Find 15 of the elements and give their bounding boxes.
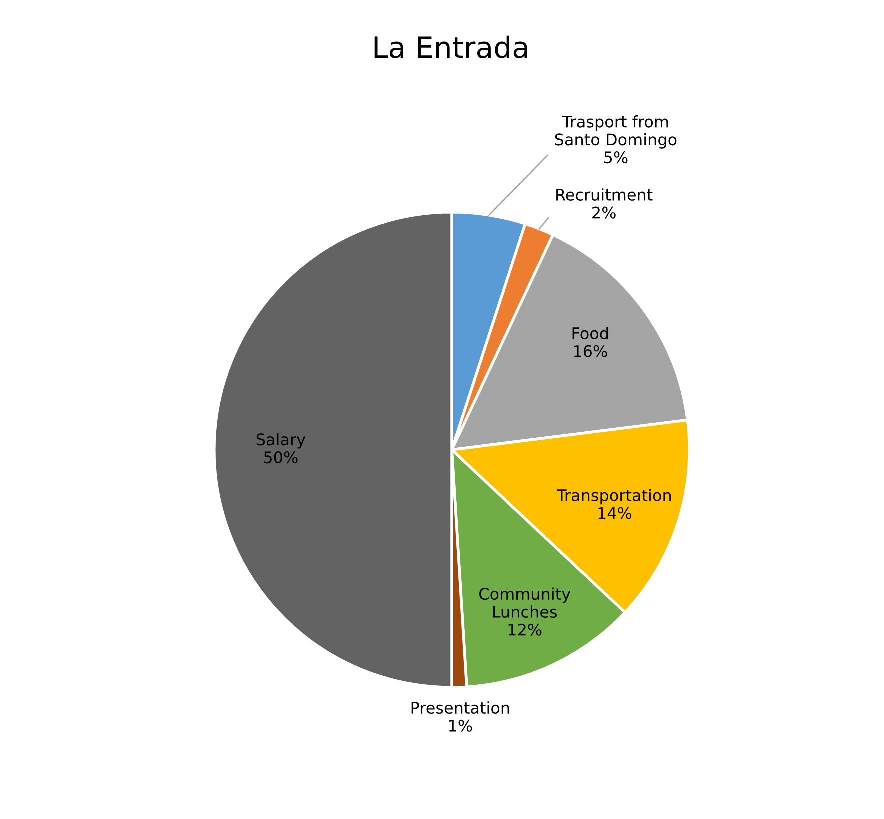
slice-label: Transportation: [556, 489, 672, 505]
data-label: 14%: [598, 507, 632, 520]
data-label: 16%: [574, 345, 608, 358]
data-label: 12%: [508, 624, 542, 636]
data-label: 5%: [604, 152, 628, 164]
slice-label: Salary: [256, 433, 306, 449]
data-label: 50%: [264, 451, 298, 464]
slice-label: Food: [572, 327, 608, 340]
slice-label: Recruitment: [556, 188, 653, 201]
slice-label: Presentation: [412, 702, 510, 714]
data-label: 1%: [450, 720, 472, 732]
data-label: 2%: [592, 206, 616, 219]
slice-label: Trasport from Santo Domingo: [555, 116, 677, 149]
slice-label: Community Lunches: [480, 588, 571, 618]
chart-title: La Entrada: [374, 36, 528, 58]
